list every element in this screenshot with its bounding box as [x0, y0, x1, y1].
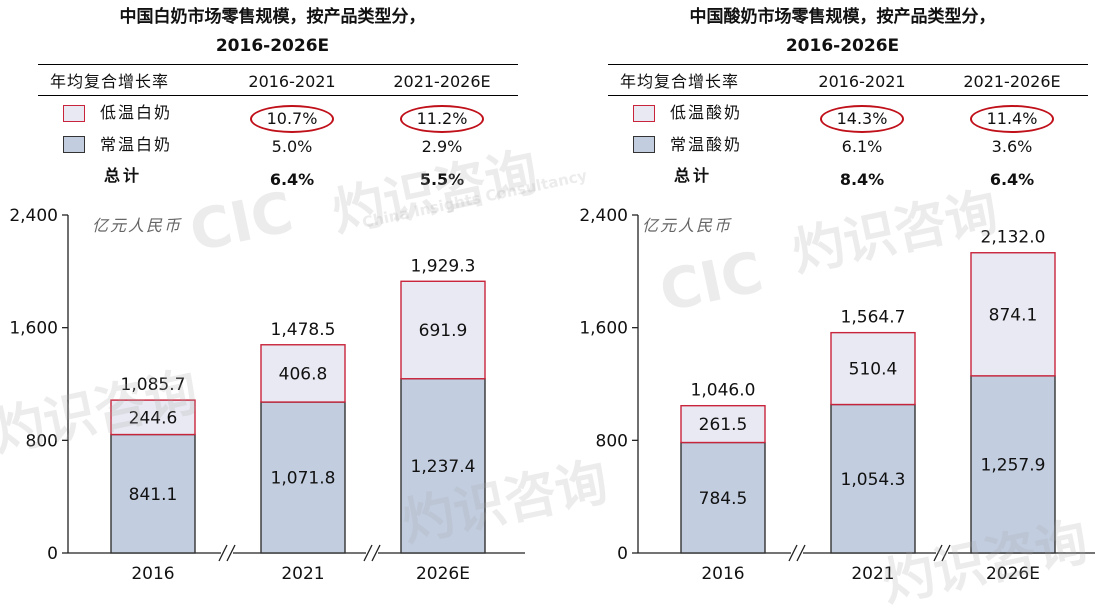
legend-swatch-low-temp: [633, 105, 655, 122]
row-label-low-temp: 低温白奶: [100, 103, 173, 122]
axis-break-mark: [796, 544, 806, 562]
row-label-total: 总计: [674, 166, 713, 185]
bar-value-label: 784.5: [699, 489, 748, 509]
bar-segment: [970, 252, 1056, 377]
row-label-ambient: 常温酸奶: [670, 135, 743, 154]
axis-break-mark: [371, 544, 381, 562]
period-header-2: 2021-2026E: [963, 72, 1061, 91]
bar-value-label: 244.6: [129, 408, 178, 428]
y-tick-label: 0: [617, 544, 628, 564]
bar-value-label: 1,237.4: [411, 457, 476, 477]
x-tick-label: 2016: [701, 564, 744, 584]
bar-total-label: 1,564.7: [841, 308, 906, 328]
cagr-header: 年均复合增长率: [620, 72, 740, 91]
bar-value-label: 691.9: [419, 321, 468, 341]
bar-value-label: 261.5: [699, 415, 748, 435]
axis-break-mark: [226, 544, 236, 562]
chart-panel-white-milk: 中国白奶市场零售规模，按产品类型分， 2016-2026E 年均复合增长率 20…: [0, 0, 545, 589]
unit-label: 亿元人民币: [642, 216, 733, 235]
bar-segment: [400, 378, 486, 554]
row-label-ambient: 常温白奶: [100, 135, 173, 154]
unit-label: 亿元人民币: [92, 216, 183, 235]
bar-segment: [680, 404, 766, 444]
table-top-rule: [608, 64, 1088, 65]
period-header-1: 2016-2021: [248, 72, 336, 91]
x-tick-label: 2021: [281, 564, 324, 584]
bar-total-label: 1,046.0: [691, 381, 756, 401]
bar-segment: [830, 331, 916, 406]
bar-total-label: 1,085.7: [121, 375, 186, 395]
cagr-total-1: 8.4%: [839, 170, 885, 189]
bar-segment: [970, 375, 1056, 554]
x-tick-label: 2026E: [986, 564, 1040, 584]
bar-segment: [680, 441, 766, 554]
cagr-ambient-1: 5.0%: [271, 137, 313, 156]
highlight-circle: [250, 105, 334, 133]
stacked-bar-chart: 0 800 1,600 2,400 841.1 244.6 1,085.7 2016 1,071…: [9, 206, 525, 584]
highlight-circle: [820, 105, 904, 133]
axis-break-mark: [218, 544, 228, 562]
cagr-total-2: 6.4%: [989, 170, 1035, 189]
stacked-bar-chart: 0 800 1,600 2,400 784.5 261.5 1,046.0 2016 1,054…: [579, 206, 1095, 584]
highlight-circle: [970, 105, 1054, 133]
chart-subtitle: 2016-2026E: [785, 36, 900, 56]
row-label-low-temp: 低温酸奶: [670, 103, 743, 122]
bar-segment: [260, 401, 346, 554]
bar-total-label: 1,478.5: [271, 320, 336, 340]
bar-total-label: 1,929.3: [411, 256, 476, 276]
table-top-rule: [38, 64, 518, 65]
bar-value-label: 510.4: [849, 360, 898, 380]
bar-segment: [260, 344, 346, 403]
legend-swatch-ambient: [633, 136, 655, 153]
y-tick-label: 1,600: [579, 319, 628, 339]
chart-panel-yogurt: 中国酸奶市场零售规模，按产品类型分， 2016-2026E 年均复合增长率 20…: [570, 0, 1115, 589]
bar-value-label: 841.1: [129, 485, 178, 505]
chart-title: 中国酸奶市场零售规模，按产品类型分，: [689, 7, 996, 27]
table-header-rule: [608, 95, 1088, 96]
bar-value-label: 406.8: [279, 364, 328, 384]
highlight-circle: [400, 105, 484, 133]
legend-swatch-ambient: [63, 136, 85, 153]
chart-title: 中国白奶市场零售规模，按产品类型分，: [119, 7, 426, 27]
cagr-ambient-1: 6.1%: [841, 137, 883, 156]
axis-break-mark: [788, 544, 798, 562]
y-tick-label: 800: [26, 431, 58, 451]
x-tick-label: 2016: [131, 564, 174, 584]
period-header-1: 2016-2021: [818, 72, 906, 91]
axis-break-mark: [933, 544, 943, 562]
cagr-ambient-2: 3.6%: [991, 137, 1033, 156]
cagr-header: 年均复合增长率: [50, 72, 170, 91]
y-tick-label: 1,600: [9, 319, 58, 339]
axis-break-gap: [791, 549, 803, 557]
y-tick-label: 2,400: [9, 206, 58, 226]
cagr-total-2: 5.5%: [419, 170, 465, 189]
bar-segment: [830, 403, 916, 554]
y-tick-label: 0: [47, 544, 58, 564]
bar-value-label: 874.1: [989, 305, 1038, 325]
period-header-2: 2021-2026E: [393, 72, 491, 91]
y-tick-label: 800: [596, 431, 628, 451]
legend-swatch-low-temp: [63, 105, 85, 122]
bar-segment: [110, 433, 196, 554]
bar-segment: [400, 280, 486, 380]
axis-break-gap: [936, 549, 948, 557]
axis-break-mark: [941, 544, 951, 562]
row-label-total: 总计: [104, 166, 143, 185]
y-tick-label: 2,400: [579, 206, 628, 226]
bar-total-label: 2,132.0: [981, 228, 1046, 248]
x-tick-label: 2021: [851, 564, 894, 584]
chart-subtitle: 2016-2026E: [215, 36, 330, 56]
cagr-ambient-2: 2.9%: [421, 137, 463, 156]
axis-break-gap: [221, 549, 233, 557]
axis-break-mark: [363, 544, 373, 562]
bar-segment: [110, 399, 196, 436]
bar-value-label: 1,054.3: [841, 470, 906, 490]
x-tick-label: 2026E: [416, 564, 470, 584]
table-header-rule: [38, 95, 518, 96]
cagr-total-1: 6.4%: [269, 170, 315, 189]
bar-value-label: 1,257.9: [981, 455, 1046, 475]
axis-break-gap: [366, 549, 378, 557]
bar-value-label: 1,071.8: [271, 469, 336, 489]
